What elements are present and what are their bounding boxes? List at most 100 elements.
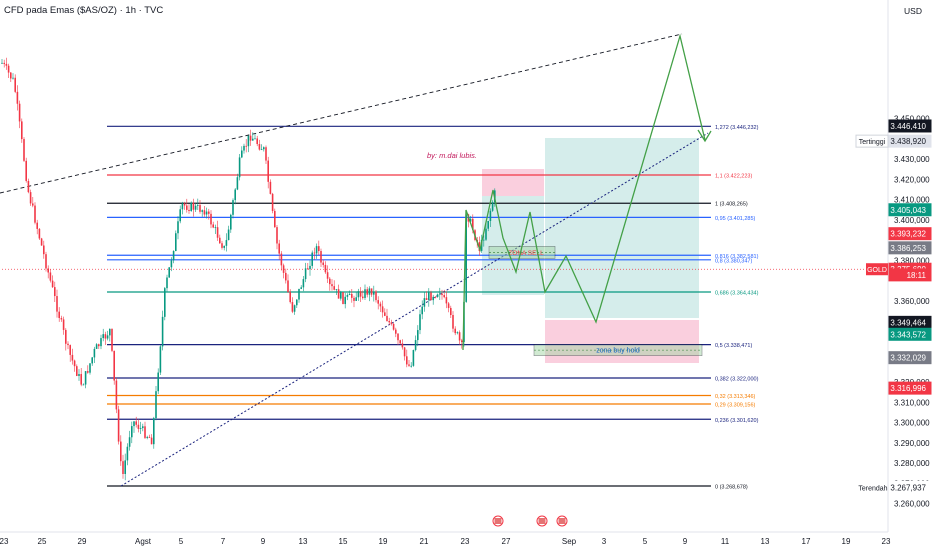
price-tag <box>888 351 932 365</box>
candle-body <box>126 446 129 461</box>
price-tag-label: 3.267,937 <box>890 484 926 493</box>
candle-body <box>232 200 234 215</box>
candle-body <box>458 332 461 341</box>
candle-body <box>483 239 485 241</box>
x-tick-label: 29 <box>78 537 87 546</box>
candle-body <box>348 293 351 295</box>
candle-body <box>60 318 63 320</box>
candle-body <box>267 160 269 182</box>
candle-body <box>423 298 426 307</box>
candle-body <box>351 293 353 298</box>
candle-body <box>337 289 340 299</box>
price-tag <box>888 134 932 148</box>
fib-level-label: 0,5 (3.338,471) <box>715 343 752 349</box>
candle-body <box>194 205 197 210</box>
candle-body <box>205 211 208 215</box>
fib-level-label: 0,8 (3.380,347) <box>715 258 752 264</box>
candle-body <box>45 254 47 269</box>
candle-body <box>421 306 423 315</box>
candle-body <box>148 436 151 438</box>
candle-body <box>87 371 89 373</box>
candle-body <box>170 260 173 268</box>
candle-body <box>447 303 450 308</box>
candle-body <box>406 356 408 365</box>
candle-body <box>408 364 410 366</box>
stop-zone-box <box>545 320 699 363</box>
candle-body <box>153 418 155 445</box>
candle-body <box>104 334 107 339</box>
candle-body <box>443 295 445 298</box>
candle-body <box>36 222 38 229</box>
candle-body <box>98 344 100 347</box>
candle-body <box>313 252 316 254</box>
y-tick-label: 3.360,000 <box>894 297 930 306</box>
price-tag <box>888 203 932 217</box>
candle-body <box>287 280 289 293</box>
candle-body <box>439 293 441 295</box>
candle-body <box>128 437 131 447</box>
candle-body <box>18 103 21 122</box>
candle-body <box>40 238 43 246</box>
candle-body <box>381 306 384 313</box>
fib-level-label: 1,1 (3.422,223) <box>715 173 752 179</box>
candle-body <box>199 205 201 212</box>
candle-body <box>183 203 186 206</box>
symbol-tag <box>866 263 888 276</box>
price-tag <box>888 481 932 495</box>
x-tick-label: 25 <box>38 537 47 546</box>
candle-body <box>56 296 58 312</box>
candle-body <box>289 292 291 303</box>
candle-body <box>375 291 377 301</box>
candle-body <box>236 177 239 190</box>
candle-body <box>3 62 5 64</box>
candle-body <box>192 202 195 210</box>
x-tick-label: Sep <box>562 537 577 546</box>
price-tag-label: 3.405,043 <box>890 206 926 215</box>
price-tag-label: 3.446,410 <box>890 122 926 131</box>
fib-level-label: 0,382 (3.322,000) <box>715 376 759 382</box>
y-tick-label: 3.430,000 <box>894 155 930 164</box>
candle-body <box>139 428 142 429</box>
candle-body <box>113 350 115 381</box>
candle-body <box>14 77 16 92</box>
candle-body <box>106 335 109 339</box>
candle-body <box>175 233 177 252</box>
candle-body <box>436 294 439 297</box>
candle-body <box>401 343 404 348</box>
fib-level-label: 1 (3.408,265) <box>715 202 748 208</box>
candle-body <box>452 314 454 329</box>
candle-body <box>78 374 80 376</box>
candle-body <box>280 253 283 266</box>
candle-body <box>318 246 320 252</box>
y-tick-label: 3.310,000 <box>894 398 930 407</box>
candle-body <box>252 138 254 141</box>
event-flag-icon-body <box>538 518 546 524</box>
x-tick-label: 27 <box>502 537 511 546</box>
candle-body <box>155 391 157 419</box>
candle-body <box>491 202 494 211</box>
y-tick-label: 3.400,000 <box>894 216 930 225</box>
x-tick-label: 23 <box>0 537 9 546</box>
x-tick-label: 13 <box>761 537 770 546</box>
candle-body <box>489 210 492 222</box>
x-tick-label: 7 <box>221 537 226 546</box>
target-zone-box <box>545 138 699 318</box>
candle-body <box>214 227 217 229</box>
candle-body <box>441 293 443 296</box>
candle-body <box>188 209 190 211</box>
candle-body <box>397 333 399 341</box>
candle-body <box>91 357 93 364</box>
y-tick-label: 3.300,000 <box>894 419 930 428</box>
candle-body <box>428 292 430 300</box>
candle-body <box>384 312 386 316</box>
candle-body <box>412 350 415 366</box>
candle-body <box>260 149 263 151</box>
candle-body <box>419 314 421 331</box>
candle-body <box>161 316 164 347</box>
candle-body <box>29 192 32 204</box>
candle-body <box>5 63 8 66</box>
candle-body <box>122 461 124 474</box>
candle-body <box>16 91 19 104</box>
x-tick-label: 9 <box>683 537 688 546</box>
